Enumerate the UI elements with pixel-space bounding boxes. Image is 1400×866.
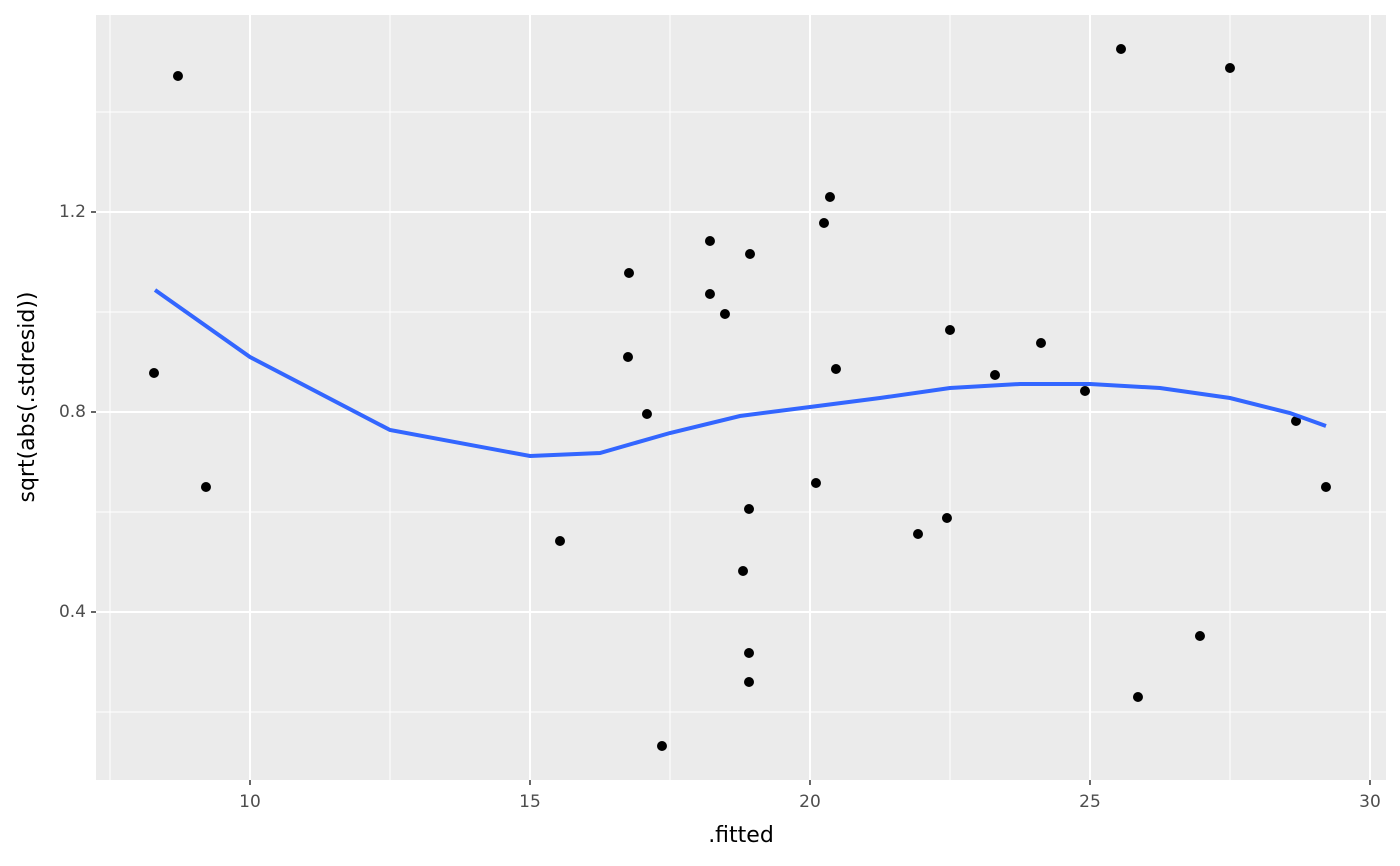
point xyxy=(1080,386,1091,396)
y-tick-label: 0.4 xyxy=(59,602,86,622)
panel xyxy=(96,15,1386,780)
point xyxy=(1132,692,1143,702)
point xyxy=(641,409,652,419)
point xyxy=(744,504,755,514)
point xyxy=(1291,416,1302,426)
point xyxy=(818,218,829,228)
point xyxy=(1035,338,1046,348)
point xyxy=(744,648,755,658)
point xyxy=(149,368,160,378)
y-axis-title: sqrt(abs(.stdresid)) xyxy=(15,291,40,502)
point xyxy=(704,236,715,246)
x-tick-label: 10 xyxy=(239,792,261,812)
smooth-line xyxy=(153,288,1327,459)
point xyxy=(810,478,821,488)
point xyxy=(555,536,566,546)
y-tick-label: 1.2 xyxy=(59,202,86,222)
point xyxy=(172,71,183,81)
y-tick-label: 0.8 xyxy=(59,402,86,422)
point xyxy=(941,513,952,523)
point xyxy=(824,192,835,202)
point xyxy=(1194,631,1205,641)
point xyxy=(656,741,667,751)
point xyxy=(1224,63,1235,73)
point xyxy=(1116,44,1127,54)
point xyxy=(913,529,924,539)
x-tick-label: 20 xyxy=(799,792,821,812)
x-tick-label: 15 xyxy=(519,792,541,812)
point xyxy=(704,289,715,299)
point xyxy=(738,566,749,576)
point xyxy=(745,249,756,259)
point xyxy=(622,352,633,362)
point xyxy=(719,309,730,319)
point xyxy=(744,677,755,687)
point xyxy=(624,268,635,278)
x-axis-title: .fitted xyxy=(708,823,774,848)
point xyxy=(1320,482,1331,492)
point xyxy=(830,364,841,374)
point xyxy=(990,370,1001,380)
x-tick-label: 30 xyxy=(1359,792,1381,812)
point xyxy=(200,482,211,492)
x-tick-label: 25 xyxy=(1079,792,1101,812)
point xyxy=(944,325,955,335)
